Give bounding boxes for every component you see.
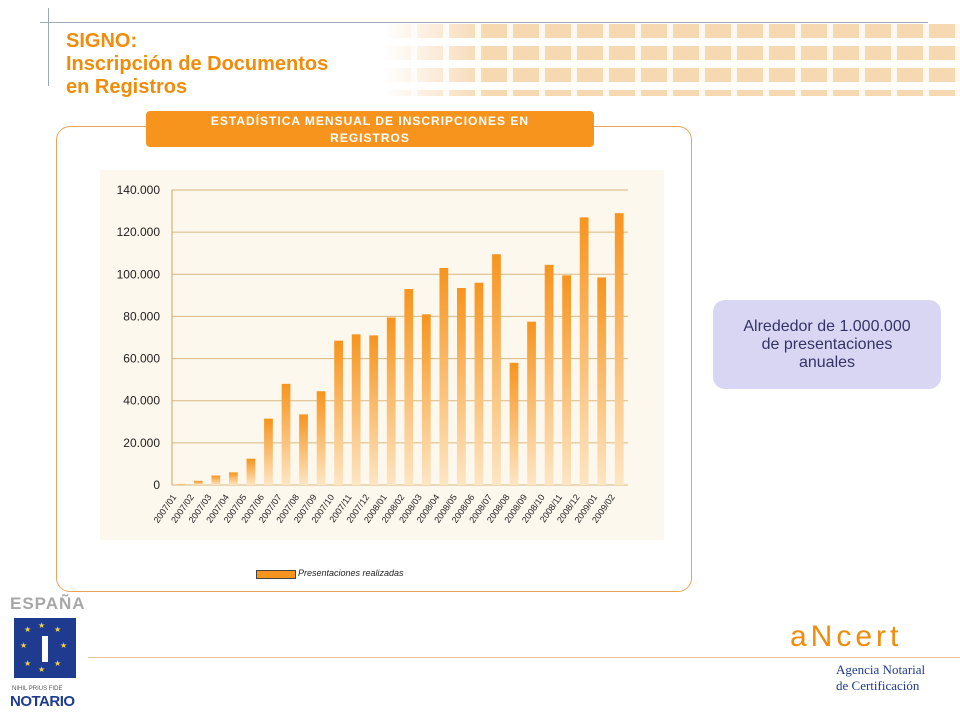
svg-text:★: ★: [24, 625, 31, 634]
callout-line2: de presentaciones: [761, 335, 893, 353]
bar: [492, 254, 501, 485]
bar: [614, 213, 624, 485]
bar: [439, 267, 449, 485]
bar: [404, 289, 414, 485]
logo-motto: NIHIL PRIUS FIDE: [12, 686, 63, 692]
eu-shield-icon: ★ ★ ★ ★ ★ ★ ★ ★: [14, 618, 76, 678]
bar: [334, 340, 343, 485]
y-tick-label: 120.000: [117, 225, 161, 239]
y-tick-label: 40.000: [123, 394, 160, 408]
y-tick-label: 20.000: [123, 436, 160, 450]
chart-header-line2: REGISTROS: [330, 131, 410, 145]
bar: [246, 458, 256, 485]
bar: [264, 418, 273, 485]
bar: [229, 472, 238, 485]
bar: [386, 317, 396, 485]
chart-header-line1: ESTADÍSTICA MENSUAL DE INSCRIPCIONES EN: [210, 114, 530, 128]
bar: [579, 217, 589, 485]
bar: [299, 414, 308, 485]
ancert-tagline-1: Agencia Notarial: [836, 662, 926, 677]
bar: [544, 264, 554, 485]
ancert-brand-text: aNcert: [790, 620, 903, 653]
bar: [281, 383, 291, 485]
ancert-logo: aNcert Agencia Notarial de Certificación: [790, 620, 950, 710]
svg-text:★: ★: [20, 641, 27, 650]
bar: [193, 480, 203, 485]
callout-line1: Alrededor de 1.000.000: [743, 317, 911, 335]
left-rule: [48, 8, 49, 86]
slide-title: SIGNO: Inscripción de Documentos en Regi…: [66, 30, 328, 99]
header-banner-image: [385, 24, 960, 96]
bar: [176, 483, 186, 485]
y-tick-label: 100.000: [117, 267, 161, 281]
top-rule: [40, 22, 928, 23]
bar: [597, 277, 607, 485]
bar: [421, 314, 431, 485]
bar: [562, 275, 571, 485]
svg-text:★: ★: [24, 659, 31, 668]
svg-text:★: ★: [60, 641, 67, 650]
svg-text:★: ★: [54, 659, 61, 668]
slide-title-line2: Inscripción de Documentos: [66, 53, 329, 75]
bar: [509, 362, 519, 485]
y-tick-label: 0: [153, 478, 160, 492]
svg-text:★: ★: [54, 625, 61, 634]
logo-notario-text: NOTARIO: [10, 693, 75, 710]
legend-label: Presentaciones realizadas: [298, 568, 404, 578]
bar: [316, 391, 326, 485]
bar: [369, 335, 379, 485]
legend-swatch: [256, 570, 296, 579]
bar: [457, 287, 466, 485]
ancert-tagline-2: de Certificación: [836, 678, 920, 693]
bar: [211, 475, 221, 485]
y-tick-label: 60.000: [123, 352, 160, 366]
svg-text:★: ★: [38, 621, 45, 630]
svg-text:★: ★: [38, 665, 45, 674]
callout-box: Alrededor de 1.000.000 de presentaciones…: [713, 300, 941, 389]
espana-notario-logo: ESPAÑA ★ ★ ★ ★ ★ ★ ★ ★ NIHIL PRIUS FIDE NOTAR…: [10, 594, 86, 712]
bar: [474, 282, 484, 485]
chart-panel-header: ESTADÍSTICA MENSUAL DE INSCRIPCIONES EN …: [146, 111, 594, 147]
y-tick-label: 140.000: [117, 183, 161, 197]
bar: [527, 321, 536, 485]
callout-line3: anuales: [798, 353, 856, 371]
logo-country: ESPAÑA: [10, 594, 86, 613]
bar-chart: 0 20.000 40.000 60.000 80.000 100.000 120.000 1…: [117, 183, 628, 525]
y-tick-label: 80.000: [123, 309, 160, 323]
bottom-rule: [88, 657, 960, 658]
slide-title-line3: en Registros: [66, 76, 188, 98]
slide-title-line1: SIGNO:: [66, 30, 138, 52]
bar: [351, 334, 361, 485]
